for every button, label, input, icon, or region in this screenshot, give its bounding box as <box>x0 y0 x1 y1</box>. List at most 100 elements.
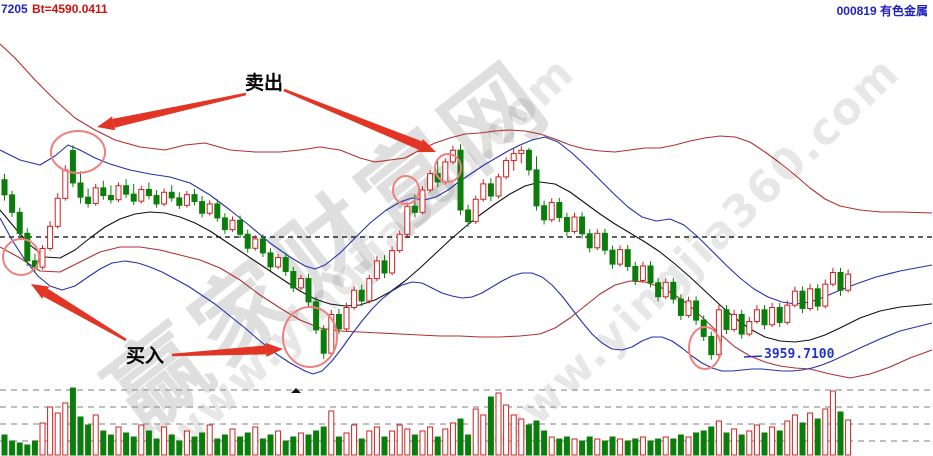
volume-bar <box>822 408 829 456</box>
volume-bar <box>670 438 677 456</box>
volume-bar <box>784 420 791 456</box>
candle-body <box>282 257 289 273</box>
volume-bar <box>609 436 616 456</box>
candle-body <box>358 289 365 302</box>
symbol-code-name: 000819 有色金属 <box>836 4 928 18</box>
candle-body <box>16 211 23 234</box>
candle-body <box>632 265 639 281</box>
candle-body <box>183 194 190 206</box>
annotation-arrow-shaft-3 <box>171 345 267 357</box>
candle-body <box>769 306 776 326</box>
candle-body <box>161 191 168 205</box>
volume-bar <box>647 440 654 456</box>
line-upper-band-red <box>0 43 933 214</box>
volume-bar <box>69 387 76 456</box>
candle-body <box>206 203 213 214</box>
candle-body <box>442 161 449 183</box>
volume-bar <box>191 436 198 456</box>
candle-body <box>107 195 114 201</box>
candle-body <box>404 205 411 235</box>
candle-body <box>85 196 92 204</box>
candle-body <box>305 278 312 303</box>
candle-body <box>761 309 768 326</box>
volume-bar <box>457 418 464 456</box>
candle-body <box>624 249 631 267</box>
candle-body <box>457 149 464 211</box>
candle-body <box>373 260 380 280</box>
candle-body <box>708 335 715 356</box>
annotation-arrow-shaft-0 <box>112 92 247 128</box>
candle-body <box>723 309 730 330</box>
candle-body <box>594 232 601 249</box>
candle-body <box>92 187 99 204</box>
volume-bar <box>168 434 175 456</box>
candle-body <box>677 298 684 316</box>
volume-bar <box>297 432 304 456</box>
candle-body <box>1 179 8 196</box>
highlight-circle-0 <box>50 130 106 174</box>
volume-bar <box>366 430 373 456</box>
volume-bar <box>753 424 760 456</box>
volume-bar <box>677 434 684 456</box>
volume-bar <box>480 414 487 456</box>
candle-body <box>366 278 373 302</box>
volume-bar <box>837 411 844 456</box>
candle-body <box>214 203 221 219</box>
candle-body <box>472 198 479 223</box>
candle-body <box>799 290 806 309</box>
volume-bar <box>814 418 821 456</box>
volume-bar <box>662 436 669 456</box>
volume-bar <box>632 438 639 456</box>
volume-bar <box>305 434 312 456</box>
volume-bar <box>791 414 798 456</box>
volume-bar <box>145 430 152 456</box>
candle-body <box>252 238 259 249</box>
candle-body <box>753 309 760 322</box>
volume-bar <box>275 430 282 456</box>
indicator-value-partial: 7205 <box>1 2 28 16</box>
volume-bar <box>358 438 365 456</box>
candle-body <box>738 313 745 335</box>
annotation-arrow-head-1 <box>417 139 436 153</box>
candle-body <box>829 272 836 285</box>
indicator-bt-value: Bt=4590.0411 <box>32 2 108 16</box>
volume-bar <box>328 410 335 456</box>
volume-bar <box>427 426 434 456</box>
volume-bar <box>161 426 168 456</box>
volume-bar <box>746 430 753 456</box>
candle-body <box>244 233 251 249</box>
volume-bar <box>449 422 456 456</box>
candle-body <box>389 250 396 274</box>
candle-body <box>586 233 593 249</box>
candle-body <box>290 271 297 289</box>
candle-body <box>571 216 578 232</box>
volume-bar <box>472 408 479 456</box>
annotation-arrow-head-2 <box>31 284 50 299</box>
volume-bar <box>693 432 700 456</box>
volume-bar <box>525 424 532 456</box>
volume-bar <box>237 436 244 456</box>
volume-bar <box>1 434 8 456</box>
candle-body <box>229 219 236 231</box>
volume-bar <box>617 438 624 456</box>
volume-bar <box>100 430 107 456</box>
candle-body <box>153 195 160 205</box>
volume-bar <box>700 430 707 456</box>
candle-body <box>609 249 616 265</box>
volume-bar <box>731 428 738 456</box>
candle-body <box>100 187 107 197</box>
candle-body <box>381 260 388 274</box>
candle-body <box>62 169 69 199</box>
candle-body <box>776 306 783 323</box>
candle-body <box>639 265 646 281</box>
volume-bar <box>541 430 548 456</box>
volume-bar <box>389 430 396 456</box>
volume-bar <box>47 406 54 456</box>
candle-body <box>69 150 76 184</box>
candle-body <box>24 232 31 262</box>
volume-bar <box>799 422 806 456</box>
price-value-label: 3959.7100 <box>764 347 835 362</box>
volume-bar <box>586 436 593 456</box>
